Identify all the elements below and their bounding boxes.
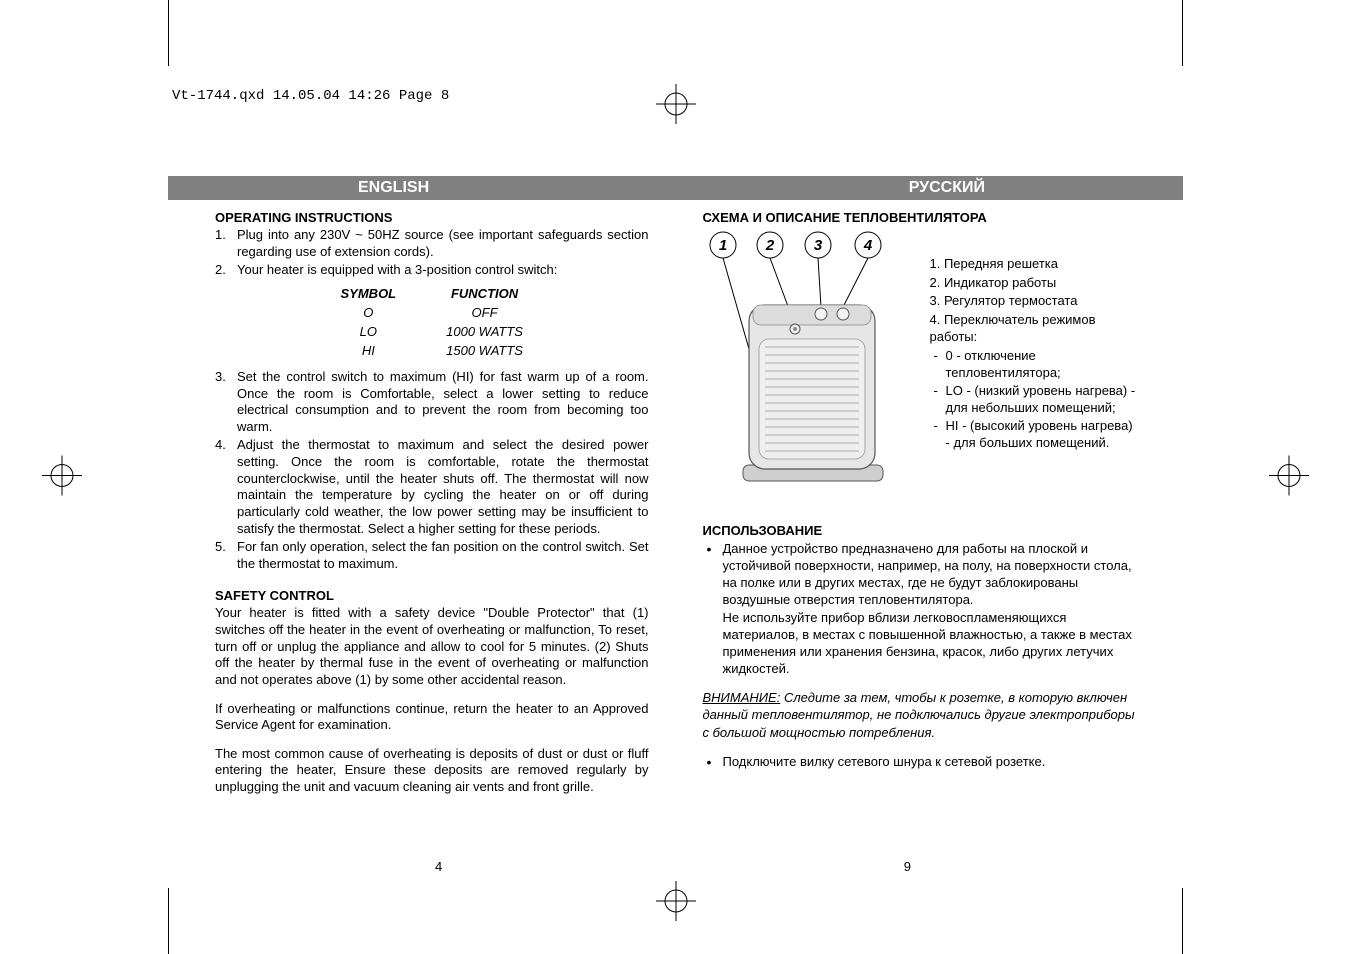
legend-item: 3. Регулятор термостата xyxy=(930,292,1137,310)
usage-list: Данное устройство предназначено для рабо… xyxy=(703,540,1137,677)
crop-mark xyxy=(168,0,169,66)
table-row: HI 1500 WATTS xyxy=(317,342,547,359)
legend-item: 2. Индикатор работы xyxy=(930,274,1137,292)
instruction-item: Set the control switch to maximum (HI) f… xyxy=(215,369,649,436)
usage-item: Данное устройство предназначено для рабо… xyxy=(703,540,1137,677)
registration-mark-bottom xyxy=(656,881,696,924)
crop-mark xyxy=(1182,888,1183,954)
legend-subitem: HI - (высокий уровень нагрева) - для бол… xyxy=(930,417,1137,452)
registration-mark-top xyxy=(656,84,696,127)
operating-instructions-list: Plug into any 230V ~ 50HZ source (see im… xyxy=(215,227,649,279)
instruction-item: Adjust the thermostat to maximum and sel… xyxy=(215,437,649,537)
table-row: LO 1000 WATTS xyxy=(317,323,547,340)
table-cell: O xyxy=(317,304,421,321)
registration-mark-right xyxy=(1269,456,1309,499)
usage-text-b: Не используйте прибор вблизи легковоспла… xyxy=(723,610,1132,676)
section-safety-control: SAFETY CONTROL xyxy=(215,588,649,603)
usage-item: Подключите вилку сетевого шнура к сетево… xyxy=(703,753,1137,770)
section-operating-instructions: OPERATING INSTRUCTIONS xyxy=(215,210,649,225)
safety-paragraph: Your heater is fitted with a safety devi… xyxy=(215,605,649,688)
legend-item: 4. Переключатель режимов работы: xyxy=(930,311,1137,346)
safety-paragraph: If overheating or malfunctions continue,… xyxy=(215,701,649,734)
heater-diagram: 1 2 3 4 xyxy=(703,227,918,497)
warning-block: ВНИМАНИЕ: Следите за тем, чтобы к розетк… xyxy=(703,689,1137,740)
instruction-item: Your heater is equipped with a 3-positio… xyxy=(215,262,649,279)
table-row: O OFF xyxy=(317,304,547,321)
table-cell: LO xyxy=(317,323,421,340)
symbol-function-table: SYMBOL FUNCTION O OFF LO 1000 WATTS HI 1… xyxy=(315,283,549,361)
table-row: SYMBOL FUNCTION xyxy=(317,285,547,302)
instruction-item: For fan only operation, select the fan p… xyxy=(215,539,649,572)
crop-mark xyxy=(1182,0,1183,66)
legend-subitem: 0 - отключение тепловентилятора; xyxy=(930,347,1137,382)
english-column: OPERATING INSTRUCTIONS Plug into any 230… xyxy=(215,210,649,810)
usage-text-a: Данное устройство предназначено для рабо… xyxy=(723,541,1132,607)
table-cell: 1500 WATTS xyxy=(422,342,547,359)
page-number-right: 9 xyxy=(904,859,911,874)
table-cell: 1000 WATTS xyxy=(422,323,547,340)
table-header-cell: SYMBOL xyxy=(317,285,421,302)
section-usage-title: ИСПОЛЬЗОВАНИЕ xyxy=(703,523,1137,538)
instruction-item: Plug into any 230V ~ 50HZ source (see im… xyxy=(215,227,649,260)
registration-mark-left xyxy=(42,456,82,499)
safety-paragraph: The most common cause of overheating is … xyxy=(215,746,649,796)
print-header: Vt-1744.qxd 14.05.04 14:26 Page 8 xyxy=(172,88,449,104)
table-header-cell: FUNCTION xyxy=(422,285,547,302)
diagram-legend: 1. Передняя решетка 2. Индикатор работы … xyxy=(930,227,1137,497)
russian-column: СХЕМА И ОПИСАНИЕ ТЕПЛОВЕНТИЛЯТОРА 1 2 3 … xyxy=(703,210,1137,810)
header-english: ENGLISH xyxy=(358,179,429,197)
language-header-bar: ENGLISH РУССКИЙ xyxy=(168,176,1183,200)
operating-instructions-list-cont: Set the control switch to maximum (HI) f… xyxy=(215,369,649,573)
page-number-left: 4 xyxy=(435,859,442,874)
table-cell: HI xyxy=(317,342,421,359)
warning-label: ВНИМАНИЕ: xyxy=(703,690,781,705)
crop-mark xyxy=(168,888,169,954)
legend-item: 1. Передняя решетка xyxy=(930,255,1137,273)
header-russian: РУССКИЙ xyxy=(909,179,985,197)
callout-1: 1 xyxy=(718,237,726,254)
table-cell: OFF xyxy=(422,304,547,321)
callout-3: 3 xyxy=(813,237,822,254)
section-scheme-title: СХЕМА И ОПИСАНИЕ ТЕПЛОВЕНТИЛЯТОРА xyxy=(703,210,1137,225)
callout-2: 2 xyxy=(764,237,774,254)
legend-subitem: LO - (низкий уровень нагрева) - для небо… xyxy=(930,382,1137,417)
callout-4: 4 xyxy=(862,237,872,254)
usage-list-2: Подключите вилку сетевого шнура к сетево… xyxy=(703,753,1137,770)
